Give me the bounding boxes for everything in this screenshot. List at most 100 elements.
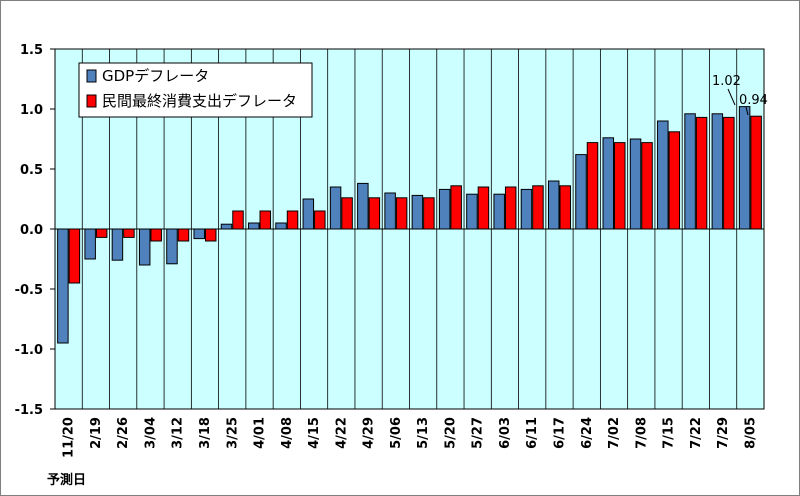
y-tick-label: 1.0 [20, 103, 43, 118]
bar-pce-deflator [641, 142, 653, 230]
y-tick-label: 1.5 [20, 43, 43, 58]
legend: GDPデフレータ 民間最終消費支出デフレータ [78, 62, 313, 118]
x-tick-label: 3/12 [171, 417, 186, 449]
bar-gdp-deflator [411, 194, 424, 230]
bar-gdp-deflator [193, 228, 205, 240]
x-tick-label: 3/04 [143, 417, 158, 449]
annotations: 1.02 0.94 [712, 74, 768, 116]
x-tick-label: 8/05 [743, 417, 758, 449]
bar-gdp-deflator [520, 188, 533, 230]
bar-pce-deflator [123, 228, 135, 238]
x-tick-label: 4/15 [307, 417, 322, 449]
y-tick-label: 0.5 [20, 163, 43, 178]
annotation-leader-pce [745, 106, 749, 116]
annotation-pce-last: 0.94 [739, 93, 768, 108]
bar-pce-deflator [68, 228, 81, 284]
bar-pce-deflator [395, 197, 408, 230]
annotation-leader-gdp [727, 88, 736, 106]
bar-gdp-deflator [466, 193, 478, 230]
x-tick-label: 7/15 [662, 417, 677, 449]
x-tick-label: 7/08 [634, 417, 649, 449]
bar-gdp-deflator [493, 193, 505, 230]
bar-gdp-deflator [657, 120, 669, 230]
x-tick-label: 5/06 [389, 417, 404, 449]
x-tick-label: 5/20 [443, 417, 458, 449]
x-tick-label: 6/03 [498, 417, 513, 449]
bar-pce-deflator [150, 228, 162, 242]
bar-pce-deflator [204, 228, 217, 242]
x-tick-label: 2/19 [89, 417, 104, 449]
bar-pce-deflator [559, 185, 571, 230]
bar-pce-deflator [723, 116, 735, 230]
bar-pce-deflator [695, 116, 708, 230]
bar-gdp-deflator [384, 192, 396, 230]
x-tick-label: 5/27 [471, 417, 486, 449]
y-tick-label: -1.5 [15, 403, 43, 418]
x-tick-label: 4/08 [280, 417, 295, 449]
x-tick-label: 4/29 [362, 417, 377, 449]
bar-gdp-deflator [57, 228, 69, 344]
bar-gdp-deflator [547, 180, 560, 230]
legend-label-gdp-deflator: GDPデフレータ [102, 67, 209, 85]
bar-gdp-deflator [357, 182, 369, 230]
bar-pce-deflator [314, 210, 326, 230]
bar-pce-deflator [341, 197, 353, 230]
x-tick-label: 3/25 [225, 417, 240, 449]
legend-swatch-pce-deflator [86, 94, 97, 108]
bar-pce-deflator [450, 185, 462, 230]
annotation-gdp-last: 1.02 [712, 74, 741, 89]
bar-gdp-deflator [738, 106, 751, 230]
bar-pce-deflator [232, 210, 244, 230]
legend-label-pce-deflator: 民間最終消費支出デフレータ [102, 92, 297, 110]
y-tick-label: -0.5 [15, 283, 43, 298]
bar-gdp-deflator [166, 228, 178, 265]
bar-pce-deflator [477, 186, 490, 230]
legend-box [78, 62, 313, 118]
x-tick-label: 5/13 [416, 417, 431, 449]
x-tick-label: 3/18 [198, 417, 213, 449]
bar-pce-deflator [423, 197, 435, 230]
bar-pce-deflator [177, 228, 190, 242]
bar-gdp-deflator [302, 198, 315, 230]
bar-pce-deflator [614, 142, 626, 230]
bar-gdp-deflator [220, 223, 233, 230]
bar-pce-deflator [504, 186, 517, 230]
x-tick-label: 7/22 [689, 417, 704, 449]
bars [57, 106, 762, 344]
bar-pce-deflator [286, 210, 299, 230]
bar-gdp-deflator [84, 228, 96, 260]
bar-gdp-deflator [629, 138, 642, 230]
x-tick-label: 6/11 [525, 417, 540, 449]
x-tick-label: 11/20 [62, 417, 77, 458]
axes: 1.5 1.0 0.5 0.0 -0.5 -1.0 -1.5 11/20 2/19 2/26 3/0… [15, 43, 764, 458]
bar-pce-deflator [532, 185, 544, 230]
bar-gdp-deflator [248, 222, 260, 230]
bar-pce-deflator [95, 228, 108, 238]
x-tick-label: 6/24 [580, 417, 595, 449]
x-tick-label: 4/22 [334, 417, 349, 449]
bar-gdp-deflator [438, 188, 451, 230]
x-tick-label: 4/01 [253, 417, 268, 449]
x-tick-label: 7/29 [716, 417, 731, 449]
x-tick-label: 2/26 [116, 417, 131, 449]
y-tick-label: -1.0 [15, 343, 43, 358]
bar-gdp-deflator [329, 186, 342, 230]
bar-pce-deflator [368, 197, 381, 230]
x-axis-label: 予測日 [47, 472, 86, 488]
bar-gdp-deflator [575, 154, 587, 230]
x-tick-label: 6/17 [552, 417, 567, 449]
bar-pce-deflator [750, 115, 762, 230]
bar-gdp-deflator [275, 222, 287, 230]
bar-pce-deflator [668, 131, 681, 230]
bar-gdp-deflator [111, 228, 124, 261]
bar-gdp-deflator [602, 137, 615, 230]
x-tick-label: 7/02 [607, 417, 622, 449]
bar-gdp-deflator [684, 113, 696, 230]
bar-gdp-deflator [711, 113, 724, 230]
legend-swatch-gdp-deflator [86, 69, 97, 83]
bar-pce-deflator [259, 210, 272, 230]
bar-gdp-deflator [138, 228, 151, 266]
y-tick-label: 0.0 [20, 223, 43, 238]
